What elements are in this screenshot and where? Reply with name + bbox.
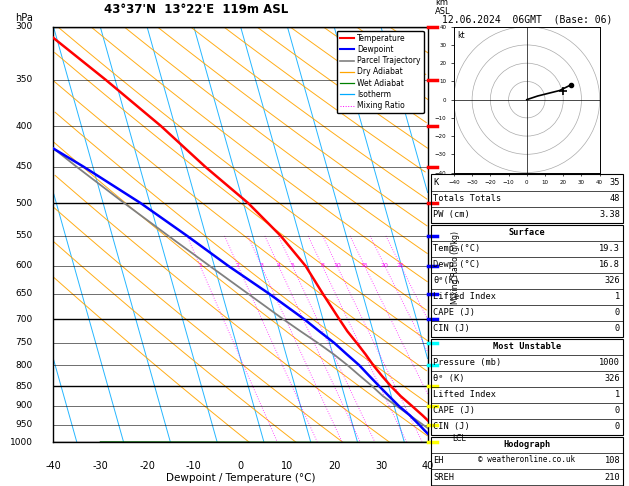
Text: 350: 350 [16, 75, 33, 85]
Text: 300: 300 [16, 22, 33, 31]
Text: SREH: SREH [433, 472, 454, 482]
Text: Pressure (mb): Pressure (mb) [433, 358, 502, 367]
Text: 43°37'N  13°22'E  119m ASL: 43°37'N 13°22'E 119m ASL [104, 3, 288, 17]
Text: 1: 1 [615, 292, 620, 301]
Text: 15: 15 [361, 263, 369, 268]
Text: Temp (°C): Temp (°C) [433, 244, 481, 253]
Text: kt: kt [457, 31, 464, 40]
Text: θᵉ (K): θᵉ (K) [433, 374, 465, 383]
Text: -10: -10 [186, 461, 202, 471]
Text: Dewpoint / Temperature (°C): Dewpoint / Temperature (°C) [166, 473, 315, 484]
Text: 326: 326 [604, 276, 620, 285]
Text: Totals Totals: Totals Totals [433, 194, 502, 203]
Text: 10: 10 [281, 461, 294, 471]
Text: 4: 4 [277, 263, 281, 268]
Text: CIN (J): CIN (J) [433, 422, 470, 432]
Text: 10: 10 [333, 263, 341, 268]
Text: 20: 20 [328, 461, 340, 471]
Text: K: K [433, 178, 438, 187]
Text: 35: 35 [610, 178, 620, 187]
Text: 850: 850 [16, 382, 33, 391]
Text: 950: 950 [16, 420, 33, 429]
Text: Lifted Index: Lifted Index [433, 292, 496, 301]
Text: 500: 500 [16, 199, 33, 208]
Text: 20: 20 [381, 263, 389, 268]
Text: 19.3: 19.3 [599, 244, 620, 253]
Text: 0: 0 [615, 406, 620, 416]
Text: 0: 0 [615, 324, 620, 333]
Text: 650: 650 [16, 289, 33, 298]
Text: 1000: 1000 [10, 438, 33, 447]
Text: 900: 900 [16, 401, 33, 410]
Text: 1: 1 [615, 390, 620, 399]
Text: 0: 0 [615, 308, 620, 317]
Text: Dewp (°C): Dewp (°C) [433, 260, 481, 269]
Text: EH: EH [433, 456, 444, 466]
Text: 550: 550 [16, 231, 33, 241]
Text: CAPE (J): CAPE (J) [433, 406, 476, 416]
Text: 3.38: 3.38 [599, 210, 620, 219]
Text: © weatheronline.co.uk: © weatheronline.co.uk [478, 455, 576, 464]
Text: 600: 600 [16, 261, 33, 270]
Text: 800: 800 [16, 361, 33, 370]
Text: 5: 5 [291, 263, 294, 268]
Text: 2: 2 [236, 263, 240, 268]
Text: LCL: LCL [452, 434, 466, 443]
Text: 48: 48 [610, 194, 620, 203]
Text: 25: 25 [397, 263, 405, 268]
Text: 16.8: 16.8 [599, 260, 620, 269]
Text: 750: 750 [16, 338, 33, 347]
Text: CAPE (J): CAPE (J) [433, 308, 476, 317]
Text: -20: -20 [139, 461, 155, 471]
Text: 0: 0 [238, 461, 243, 471]
Text: Mixing Ratio (g/kg): Mixing Ratio (g/kg) [451, 231, 460, 304]
Legend: Temperature, Dewpoint, Parcel Trajectory, Dry Adiabat, Wet Adiabat, Isotherm, Mi: Temperature, Dewpoint, Parcel Trajectory… [337, 31, 424, 113]
Text: 8: 8 [320, 263, 325, 268]
Text: -30: -30 [92, 461, 108, 471]
Text: 108: 108 [604, 456, 620, 466]
Text: PW (cm): PW (cm) [433, 210, 470, 219]
Text: km
ASL: km ASL [435, 0, 451, 17]
Text: 400: 400 [16, 122, 33, 131]
Text: 30: 30 [375, 461, 387, 471]
Text: θᵉ(K): θᵉ(K) [433, 276, 460, 285]
Text: Most Unstable: Most Unstable [493, 342, 561, 351]
Text: 210: 210 [604, 472, 620, 482]
Text: CIN (J): CIN (J) [433, 324, 470, 333]
Text: 40: 40 [421, 461, 434, 471]
Text: 1: 1 [198, 263, 202, 268]
Text: 450: 450 [16, 162, 33, 171]
Text: Lifted Index: Lifted Index [433, 390, 496, 399]
Text: 326: 326 [604, 374, 620, 383]
Text: 1000: 1000 [599, 358, 620, 367]
Text: Hodograph: Hodograph [503, 440, 550, 450]
Text: 3: 3 [259, 263, 264, 268]
Text: hPa: hPa [15, 13, 33, 22]
Text: Surface: Surface [508, 228, 545, 237]
Text: 12.06.2024  06GMT  (Base: 06): 12.06.2024 06GMT (Base: 06) [442, 14, 612, 24]
Text: -40: -40 [45, 461, 62, 471]
Text: 0: 0 [615, 422, 620, 432]
Text: 700: 700 [16, 314, 33, 324]
